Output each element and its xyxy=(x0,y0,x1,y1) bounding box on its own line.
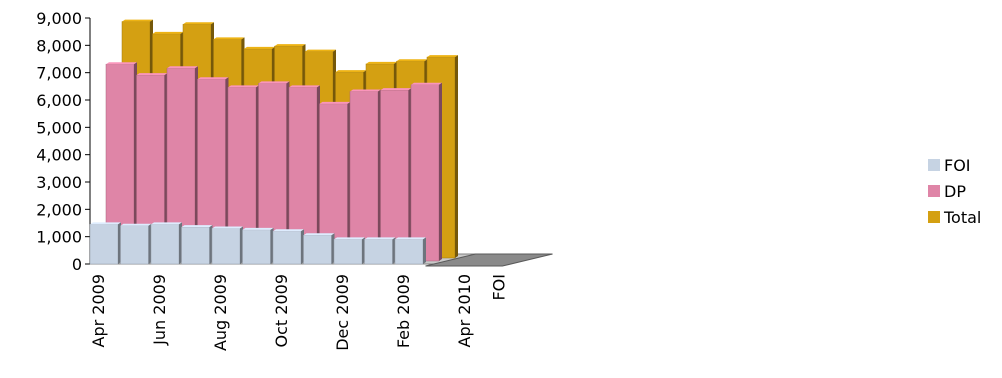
bar-foi-11-side xyxy=(423,237,426,264)
bar-total-5-top xyxy=(244,46,275,49)
y-tick-label: 8,000 xyxy=(36,36,82,55)
legend-item-total: Total xyxy=(928,204,981,230)
bar-dp-8-top xyxy=(319,101,351,104)
y-tick-label: 9,000 xyxy=(36,9,82,28)
bar-foi-1 xyxy=(89,224,119,265)
bar-total-11-top xyxy=(427,55,458,58)
bar-foi-9 xyxy=(333,239,363,265)
bar-foi-8 xyxy=(303,235,332,265)
legend: FOI DP Total xyxy=(928,152,981,230)
x-tick-label: Apr 2010 xyxy=(455,274,474,347)
legend-swatch-dp xyxy=(928,185,940,197)
bar-total-6-top xyxy=(274,44,306,47)
bar-foi-3-top xyxy=(151,222,182,225)
x-tick-label: Feb 2009 xyxy=(394,274,413,348)
bar-total-7-top xyxy=(305,49,336,52)
bar-total-11-side xyxy=(455,55,458,258)
bar-dp-9-top xyxy=(350,89,381,92)
y-tick-label: 3,000 xyxy=(36,173,82,192)
bar-total-9-top xyxy=(366,61,397,64)
y-tick-label: 6,000 xyxy=(36,91,82,110)
bar-foi-5 xyxy=(211,228,241,265)
bar-foi-5-top xyxy=(212,226,243,229)
bar-dp-7-top xyxy=(289,85,320,88)
bar-foi-1-top xyxy=(90,222,121,225)
legend-item-dp: DP xyxy=(928,178,981,204)
bar-foi-9-top xyxy=(334,237,365,240)
y-tick-label: 2,000 xyxy=(36,200,82,219)
bar-total-2-top xyxy=(152,31,184,34)
bar-dp-9 xyxy=(349,91,379,262)
bar-foi-2-top xyxy=(120,223,152,226)
bar-total-4-top xyxy=(213,37,245,40)
bar-dp-6-top xyxy=(258,81,290,84)
floor-plane-dark xyxy=(425,253,553,267)
bar-foi-6-top xyxy=(242,227,274,230)
bar-dp-4-top xyxy=(197,77,229,80)
bar-foi-8-top xyxy=(303,233,335,236)
bar-foi-11-top xyxy=(395,237,426,240)
bar-dp-5-top xyxy=(228,85,259,88)
bar-dp-3-top xyxy=(167,66,198,69)
x-tick-label: Oct 2009 xyxy=(272,274,291,347)
bar-total-10-top xyxy=(396,59,428,62)
bar-total-8-top xyxy=(335,70,367,73)
bar-foi-10-top xyxy=(364,237,396,240)
bar-dp-11 xyxy=(410,84,440,262)
legend-label-total: Total xyxy=(944,207,982,227)
bar-dp-2-top xyxy=(136,73,168,76)
x-tick-label: Apr 2009 xyxy=(89,274,108,347)
depth-axis-label: FOI xyxy=(490,274,509,301)
legend-swatch-foi xyxy=(928,159,940,171)
y-tick-label: 7,000 xyxy=(36,64,82,83)
legend-swatch-total xyxy=(928,211,940,223)
bar-foi-2 xyxy=(120,225,149,265)
y-tick-label: 1,000 xyxy=(36,228,82,247)
bar-dp-11-side xyxy=(439,82,442,261)
y-tick-label: 0 xyxy=(72,255,82,274)
bar-total-3-top xyxy=(183,22,214,25)
legend-label-dp: DP xyxy=(944,181,966,201)
x-tick-label: Dec 2009 xyxy=(333,274,352,351)
bar-foi-10 xyxy=(364,239,393,265)
legend-label-foi: FOI xyxy=(944,155,971,175)
x-tick-label: Jun 2009 xyxy=(150,274,169,346)
bar-foi-6 xyxy=(242,229,271,265)
bar-foi-7-top xyxy=(273,229,304,232)
bar-foi-11 xyxy=(394,239,424,265)
bar-foi-3 xyxy=(150,224,180,265)
bar-foi-4-top xyxy=(181,225,213,228)
bar-dp-11-top xyxy=(411,82,442,85)
bar-dp-10-top xyxy=(380,88,412,91)
y-tick-label: 5,000 xyxy=(36,118,82,137)
bar-dp-1-top xyxy=(106,62,137,65)
legend-item-foi: FOI xyxy=(928,152,981,178)
bar-total-1-top xyxy=(122,19,153,22)
x-tick-label: Aug 2009 xyxy=(211,274,230,351)
bar-foi-4 xyxy=(181,226,210,265)
bar-dp-10 xyxy=(380,89,409,262)
y-tick-label: 4,000 xyxy=(36,146,82,165)
bar-foi-7 xyxy=(272,230,302,265)
